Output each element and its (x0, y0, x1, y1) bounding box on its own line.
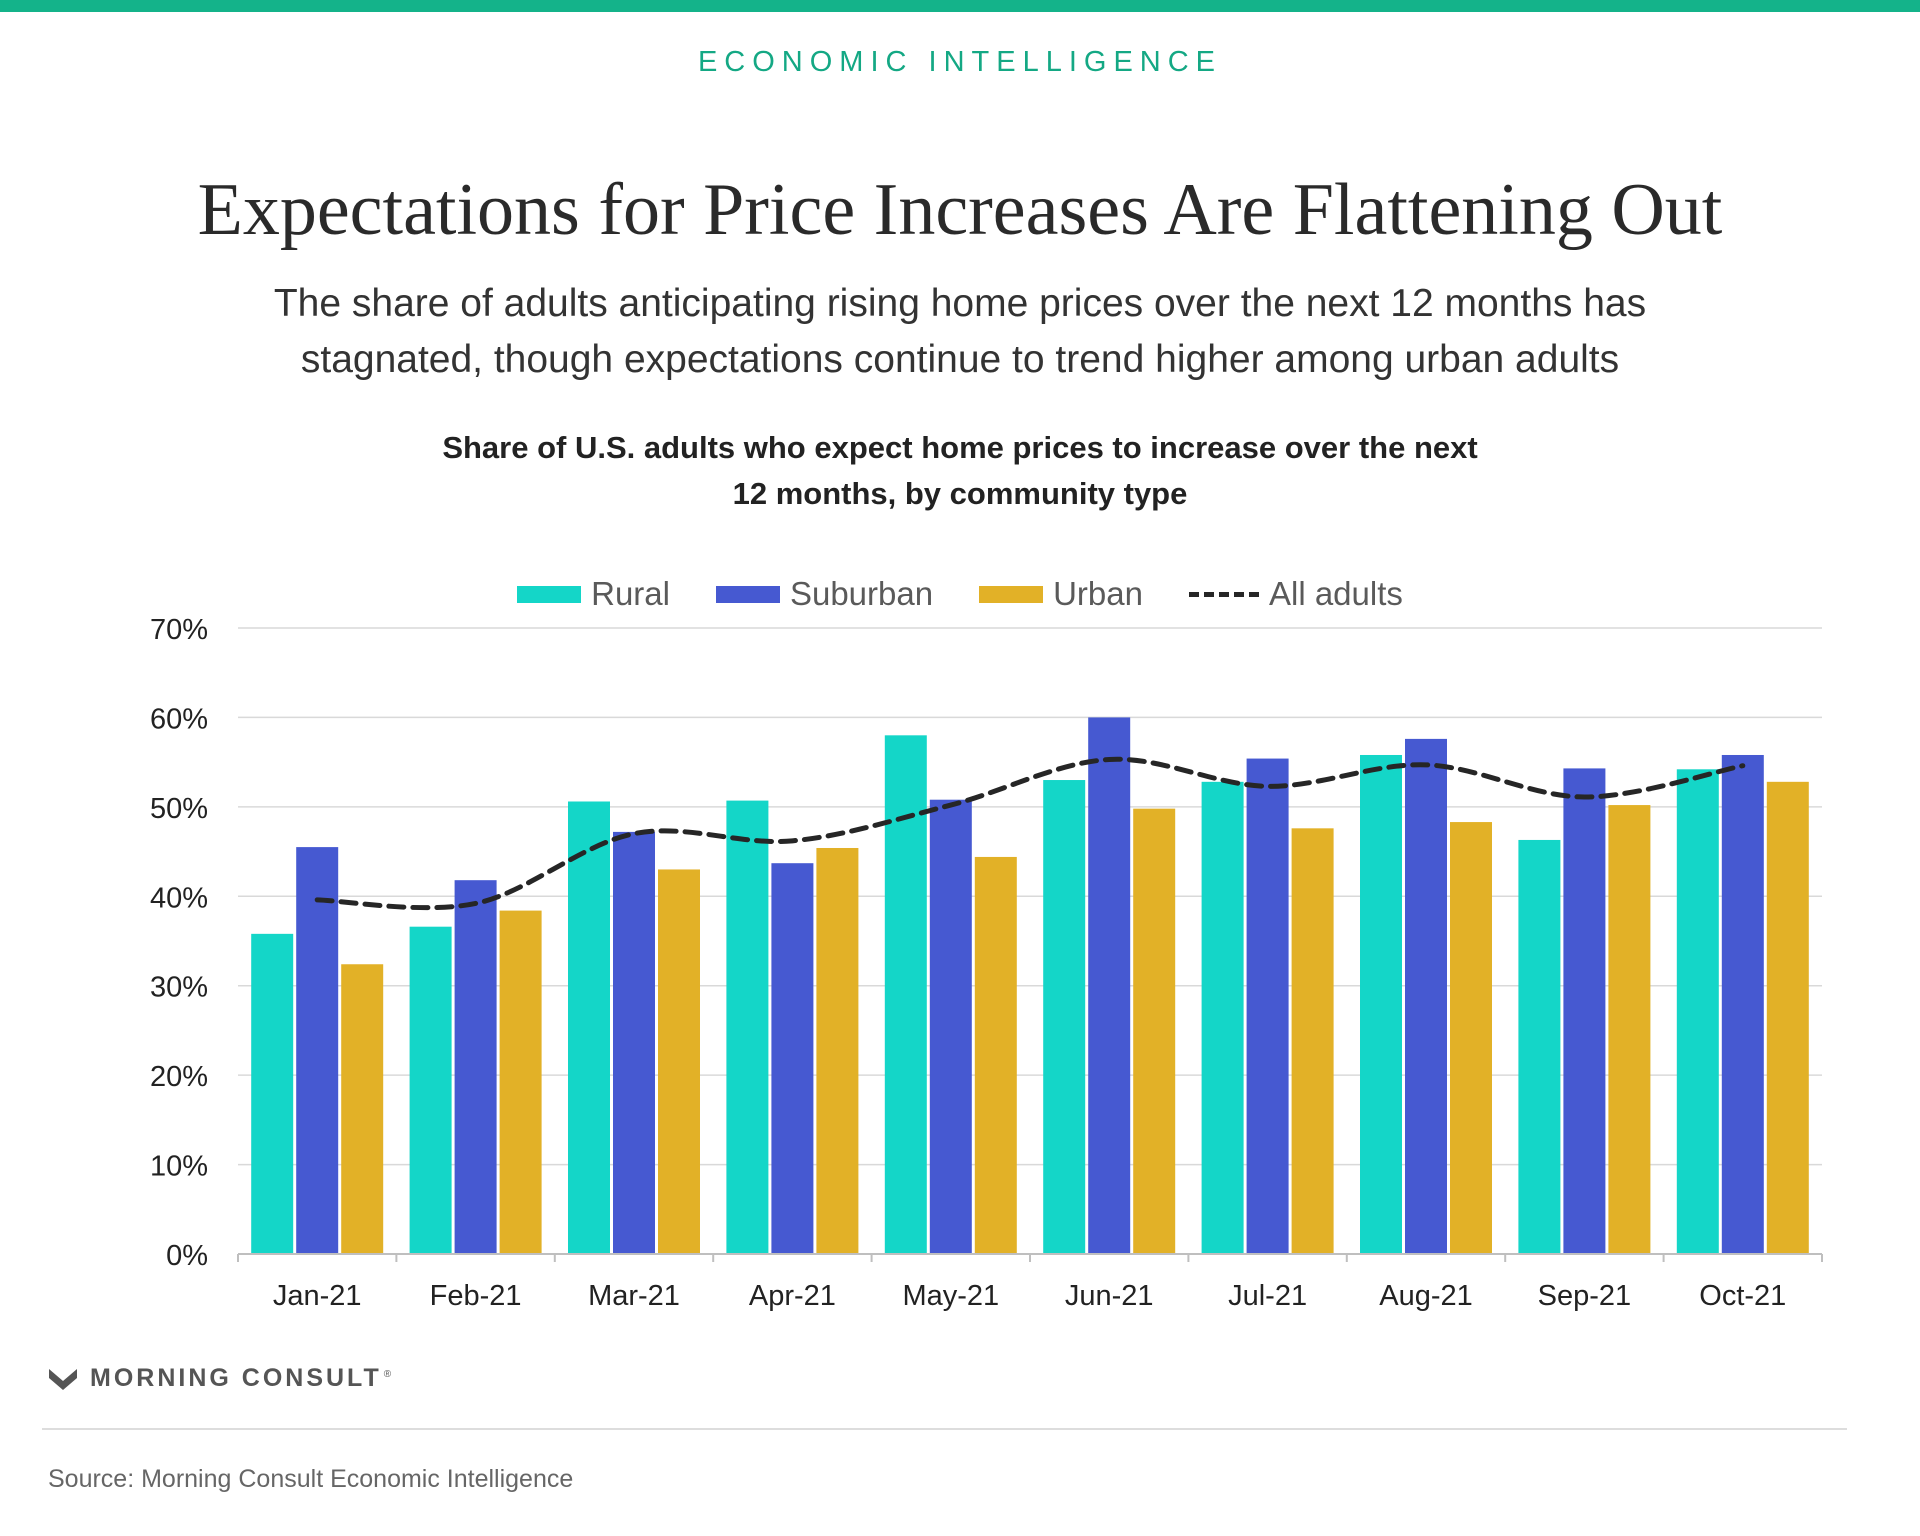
top-accent-bar (0, 0, 1920, 12)
bar-rural (1518, 839, 1561, 1254)
bar-urban (974, 856, 1017, 1254)
y-tick-label: 40% (150, 882, 208, 914)
x-tick-label: Mar-21 (588, 1280, 680, 1312)
bar-urban (1133, 808, 1176, 1254)
x-tick-label: Aug-21 (1379, 1280, 1473, 1312)
x-tick-label: Feb-21 (430, 1280, 522, 1312)
chart-legend: Rural Suburban Urban All adults (0, 572, 1920, 616)
all-adults-line (314, 756, 1746, 911)
legend-label-urban: Urban (1053, 575, 1143, 612)
bar-suburban (1405, 738, 1447, 1254)
y-tick-label: 50% (150, 793, 208, 825)
subtitle-line-2: stagnated, though expectations continue … (300, 338, 1620, 381)
legend-swatch-suburban (715, 585, 780, 603)
page-title: Expectations for Price Increases Are Fla… (197, 169, 1723, 251)
brand-name: MORNING CONSULT (90, 1364, 382, 1392)
bar-suburban (929, 799, 972, 1254)
bar-suburban (296, 847, 339, 1254)
bar-suburban (1721, 754, 1764, 1254)
legend-label-rural: Rural (591, 575, 670, 612)
bar-urban (658, 869, 700, 1254)
bar-suburban (1246, 758, 1289, 1254)
legend-swatch-urban (979, 585, 1044, 603)
brand-registered-mark: ® (383, 1368, 392, 1380)
x-tick-label: May-21 (902, 1280, 999, 1312)
y-tick-label: 70% (150, 614, 208, 646)
bar-suburban (613, 831, 655, 1254)
chart-title-line-1: Share of U.S. adults who expect home pri… (442, 430, 1478, 465)
x-tick-label: Sep-21 (1538, 1280, 1632, 1312)
bar-rural (409, 926, 452, 1254)
bar-urban (1450, 822, 1492, 1254)
bar-rural (1676, 769, 1719, 1254)
legend-item-urban: Urban (979, 575, 1143, 613)
legend-item-suburban: Suburban (715, 575, 934, 613)
legend-label-all-adults: All adults (1268, 575, 1403, 612)
bar-urban (1766, 781, 1809, 1254)
y-tick-label: 10% (150, 1151, 208, 1183)
x-tick-label: Jun-21 (1065, 1280, 1154, 1312)
footer-divider (42, 1428, 1847, 1430)
y-tick-label: 30% (150, 972, 208, 1004)
morning-consult-logo-icon (49, 1368, 77, 1390)
subtitle-line-1: The share of adults anticipating rising … (273, 282, 1647, 325)
bar-rural (726, 800, 769, 1254)
bar-rural (568, 801, 610, 1254)
x-tick-label: Apr-21 (749, 1280, 836, 1312)
bar-suburban (771, 863, 814, 1254)
page-subtitle: The share of adults anticipating rising … (160, 276, 1760, 388)
y-tick-label: 60% (150, 703, 208, 735)
source-note: Source: Morning Consult Economic Intelli… (48, 1465, 574, 1493)
legend-label-suburban: Suburban (789, 575, 934, 612)
kicker-label: ECONOMIC INTELLIGENCE (697, 46, 1223, 78)
bar-rural (1201, 781, 1244, 1254)
bar-suburban (454, 880, 497, 1254)
bar-urban (1291, 828, 1334, 1254)
legend-swatch-all-adults (1188, 591, 1259, 597)
x-tick-label: Jan-21 (273, 1280, 362, 1312)
brand-logo: MORNING CONSULT ® (48, 1364, 391, 1393)
bar-suburban (1563, 768, 1606, 1254)
chart-title: Share of U.S. adults who expect home pri… (300, 425, 1620, 517)
bar-urban (341, 964, 384, 1254)
bar-rural (1043, 780, 1086, 1254)
legend-item-rural: Rural (517, 575, 670, 613)
bar-rural (1360, 754, 1402, 1254)
chart-title-line-2: 12 months, by community type (732, 476, 1188, 511)
y-tick-label: 0% (166, 1240, 208, 1272)
bar-urban (499, 910, 542, 1254)
legend-swatch-rural (517, 585, 582, 603)
legend-item-all-adults: All adults (1188, 575, 1403, 613)
bar-urban (816, 847, 859, 1254)
x-tick-label: Oct-21 (1699, 1280, 1786, 1312)
bar-suburban (1088, 717, 1131, 1254)
x-tick-label: Jul-21 (1228, 1280, 1307, 1312)
bar-rural (251, 933, 294, 1254)
y-tick-label: 20% (150, 1061, 208, 1093)
bar-urban (1608, 805, 1651, 1254)
